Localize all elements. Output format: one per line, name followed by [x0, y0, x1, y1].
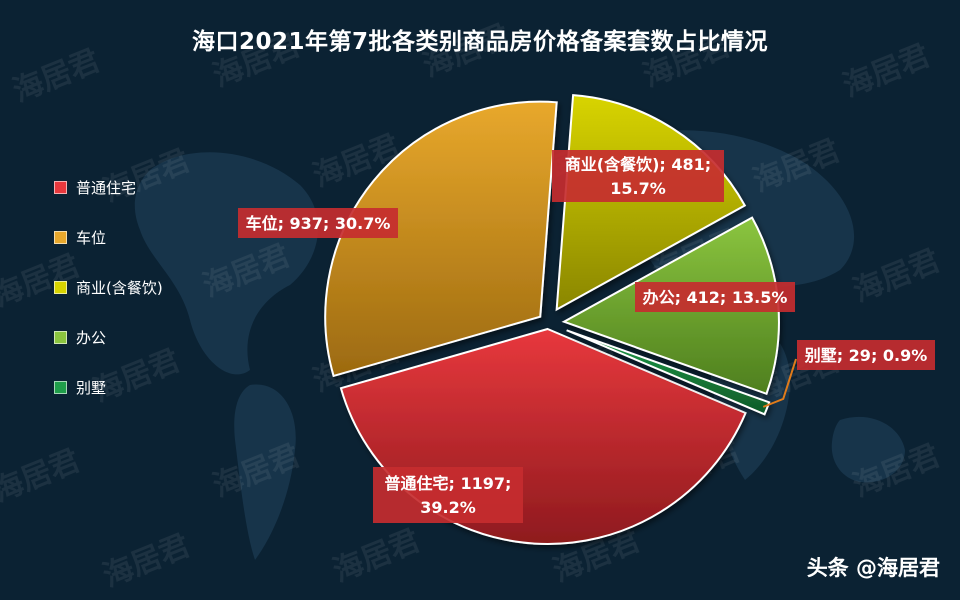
legend: 普通住宅 车位 商业(含餐饮) 办公 别墅 [54, 162, 224, 412]
legend-swatch [54, 180, 67, 194]
data-label: 别墅; 29; 0.9% [804, 346, 928, 365]
data-label: 办公; 412; 13.5% [643, 288, 788, 307]
legend-item-commercial: 商业(含餐饮) [54, 262, 224, 312]
data-label-box [373, 467, 523, 523]
legend-item-villa: 别墅 [54, 362, 224, 412]
legend-label: 车位 [76, 228, 107, 247]
legend-item-residential: 普通住宅 [54, 162, 224, 212]
legend-item-office: 办公 [54, 312, 224, 362]
data-label: 15.7% [610, 179, 666, 198]
legend-swatch [54, 380, 67, 394]
data-labels: 普通住宅; 1197; 39.2% 车位; 937; 30.7% 商业(含餐饮); 4… [238, 150, 935, 523]
pie-slice [324, 100, 558, 378]
data-label-box [797, 340, 935, 370]
legend-label: 商业(含餐饮) [76, 278, 163, 297]
legend-label: 办公 [76, 328, 107, 347]
legend-swatch [54, 280, 67, 294]
leader-line [762, 358, 797, 408]
data-label-box [552, 150, 724, 202]
legend-label: 别墅 [76, 378, 107, 397]
pie-slice [566, 329, 771, 416]
data-label: 普通住宅; 1197; [385, 474, 512, 493]
data-label: 商业(含餐饮); 481; [565, 155, 711, 174]
data-label-box [238, 208, 398, 238]
legend-label: 普通住宅 [76, 178, 137, 197]
leader-lines [762, 358, 797, 408]
legend-swatch [54, 230, 67, 244]
legend-swatch [54, 330, 67, 344]
chart-title: 海口2021年第7批各类别商品房价格备案套数占比情况 [191, 29, 769, 55]
legend-item-parking: 车位 [54, 212, 224, 262]
data-label: 39.2% [420, 498, 476, 517]
data-label: 车位; 937; 30.7% [246, 214, 391, 233]
data-label-box [635, 282, 795, 312]
footer-source: 头条 @海居君 [806, 556, 940, 580]
pie-slice [555, 94, 747, 312]
